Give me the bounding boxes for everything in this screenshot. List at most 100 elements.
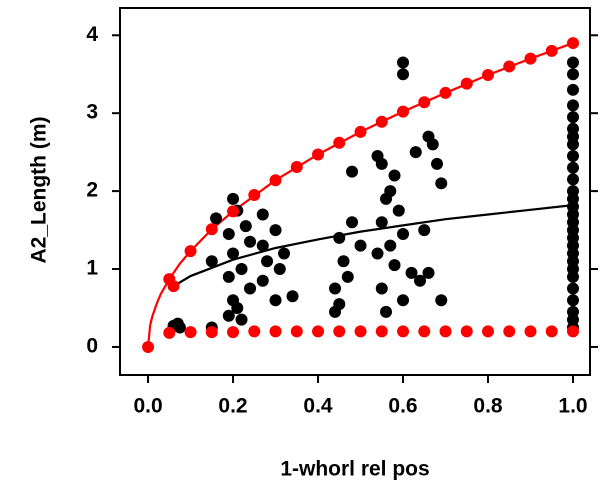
point bbox=[409, 146, 422, 159]
point bbox=[439, 325, 452, 338]
point bbox=[397, 56, 410, 69]
point bbox=[460, 77, 473, 90]
point bbox=[333, 231, 346, 244]
point bbox=[397, 68, 410, 81]
point bbox=[227, 192, 240, 205]
x-tick-label: 0.6 bbox=[388, 395, 417, 418]
y-tick-label: 1 bbox=[86, 257, 98, 280]
point bbox=[567, 138, 580, 151]
point bbox=[567, 294, 580, 307]
curve bbox=[172, 204, 574, 288]
point bbox=[261, 255, 274, 268]
point bbox=[375, 325, 388, 338]
point bbox=[524, 325, 537, 338]
point bbox=[397, 227, 410, 240]
point bbox=[418, 96, 431, 109]
point bbox=[222, 309, 235, 322]
point bbox=[567, 99, 580, 112]
point bbox=[205, 326, 218, 339]
y-tick-label: 2 bbox=[86, 179, 98, 202]
point bbox=[545, 325, 558, 338]
point bbox=[239, 220, 252, 233]
point bbox=[329, 282, 342, 295]
y-axis-label: A2_Length (m) bbox=[28, 117, 51, 264]
point bbox=[227, 326, 240, 339]
point bbox=[418, 224, 431, 237]
point bbox=[384, 239, 397, 252]
point bbox=[405, 266, 418, 279]
point bbox=[435, 294, 448, 307]
point bbox=[414, 274, 427, 287]
point bbox=[388, 259, 401, 272]
point bbox=[184, 326, 197, 339]
point bbox=[388, 169, 401, 182]
point bbox=[269, 224, 282, 237]
point bbox=[184, 245, 197, 258]
point bbox=[375, 282, 388, 295]
point bbox=[567, 161, 580, 174]
x-axis-label: 1-whorl rel pos bbox=[280, 458, 429, 481]
point bbox=[567, 111, 580, 124]
point bbox=[269, 294, 282, 307]
point bbox=[422, 266, 435, 279]
point bbox=[503, 60, 516, 73]
point bbox=[256, 208, 269, 221]
point bbox=[329, 305, 342, 318]
y-tick-label: 4 bbox=[86, 23, 98, 46]
point bbox=[248, 325, 261, 338]
point bbox=[205, 223, 218, 236]
point bbox=[346, 165, 359, 178]
y-tick-label: 3 bbox=[86, 101, 98, 124]
x-tick-label: 0.0 bbox=[133, 395, 162, 418]
point bbox=[397, 105, 410, 118]
point bbox=[375, 157, 388, 170]
point bbox=[244, 282, 257, 295]
point bbox=[235, 263, 248, 276]
point bbox=[371, 247, 384, 260]
point bbox=[248, 189, 261, 202]
point bbox=[231, 301, 244, 314]
point bbox=[222, 227, 235, 240]
point bbox=[397, 294, 410, 307]
point bbox=[418, 325, 431, 338]
point bbox=[397, 325, 410, 338]
x-tick-label: 0.4 bbox=[303, 395, 333, 418]
point bbox=[227, 247, 240, 260]
x-tick-label: 1.0 bbox=[558, 395, 587, 418]
point bbox=[256, 274, 269, 287]
point bbox=[482, 69, 495, 82]
point bbox=[460, 325, 473, 338]
point bbox=[380, 305, 393, 318]
point bbox=[435, 177, 448, 190]
point bbox=[354, 325, 367, 338]
point bbox=[222, 270, 235, 283]
point bbox=[269, 325, 282, 338]
point bbox=[567, 83, 580, 96]
point bbox=[346, 216, 359, 229]
point bbox=[392, 204, 405, 217]
point bbox=[269, 174, 282, 187]
point bbox=[567, 173, 580, 186]
point bbox=[286, 290, 299, 303]
point bbox=[482, 325, 495, 338]
point bbox=[142, 340, 155, 353]
point bbox=[354, 125, 367, 138]
point bbox=[426, 138, 439, 151]
point bbox=[567, 150, 580, 163]
curve bbox=[146, 42, 574, 348]
point bbox=[341, 270, 354, 283]
point bbox=[431, 157, 444, 170]
point bbox=[227, 205, 240, 218]
point bbox=[503, 325, 516, 338]
point bbox=[273, 263, 286, 276]
point bbox=[380, 192, 393, 205]
point bbox=[244, 235, 257, 248]
point bbox=[290, 325, 303, 338]
point bbox=[167, 280, 180, 293]
point bbox=[333, 325, 346, 338]
point bbox=[354, 239, 367, 252]
x-tick-label: 0.8 bbox=[473, 395, 503, 418]
point bbox=[333, 136, 346, 149]
point bbox=[567, 56, 580, 69]
